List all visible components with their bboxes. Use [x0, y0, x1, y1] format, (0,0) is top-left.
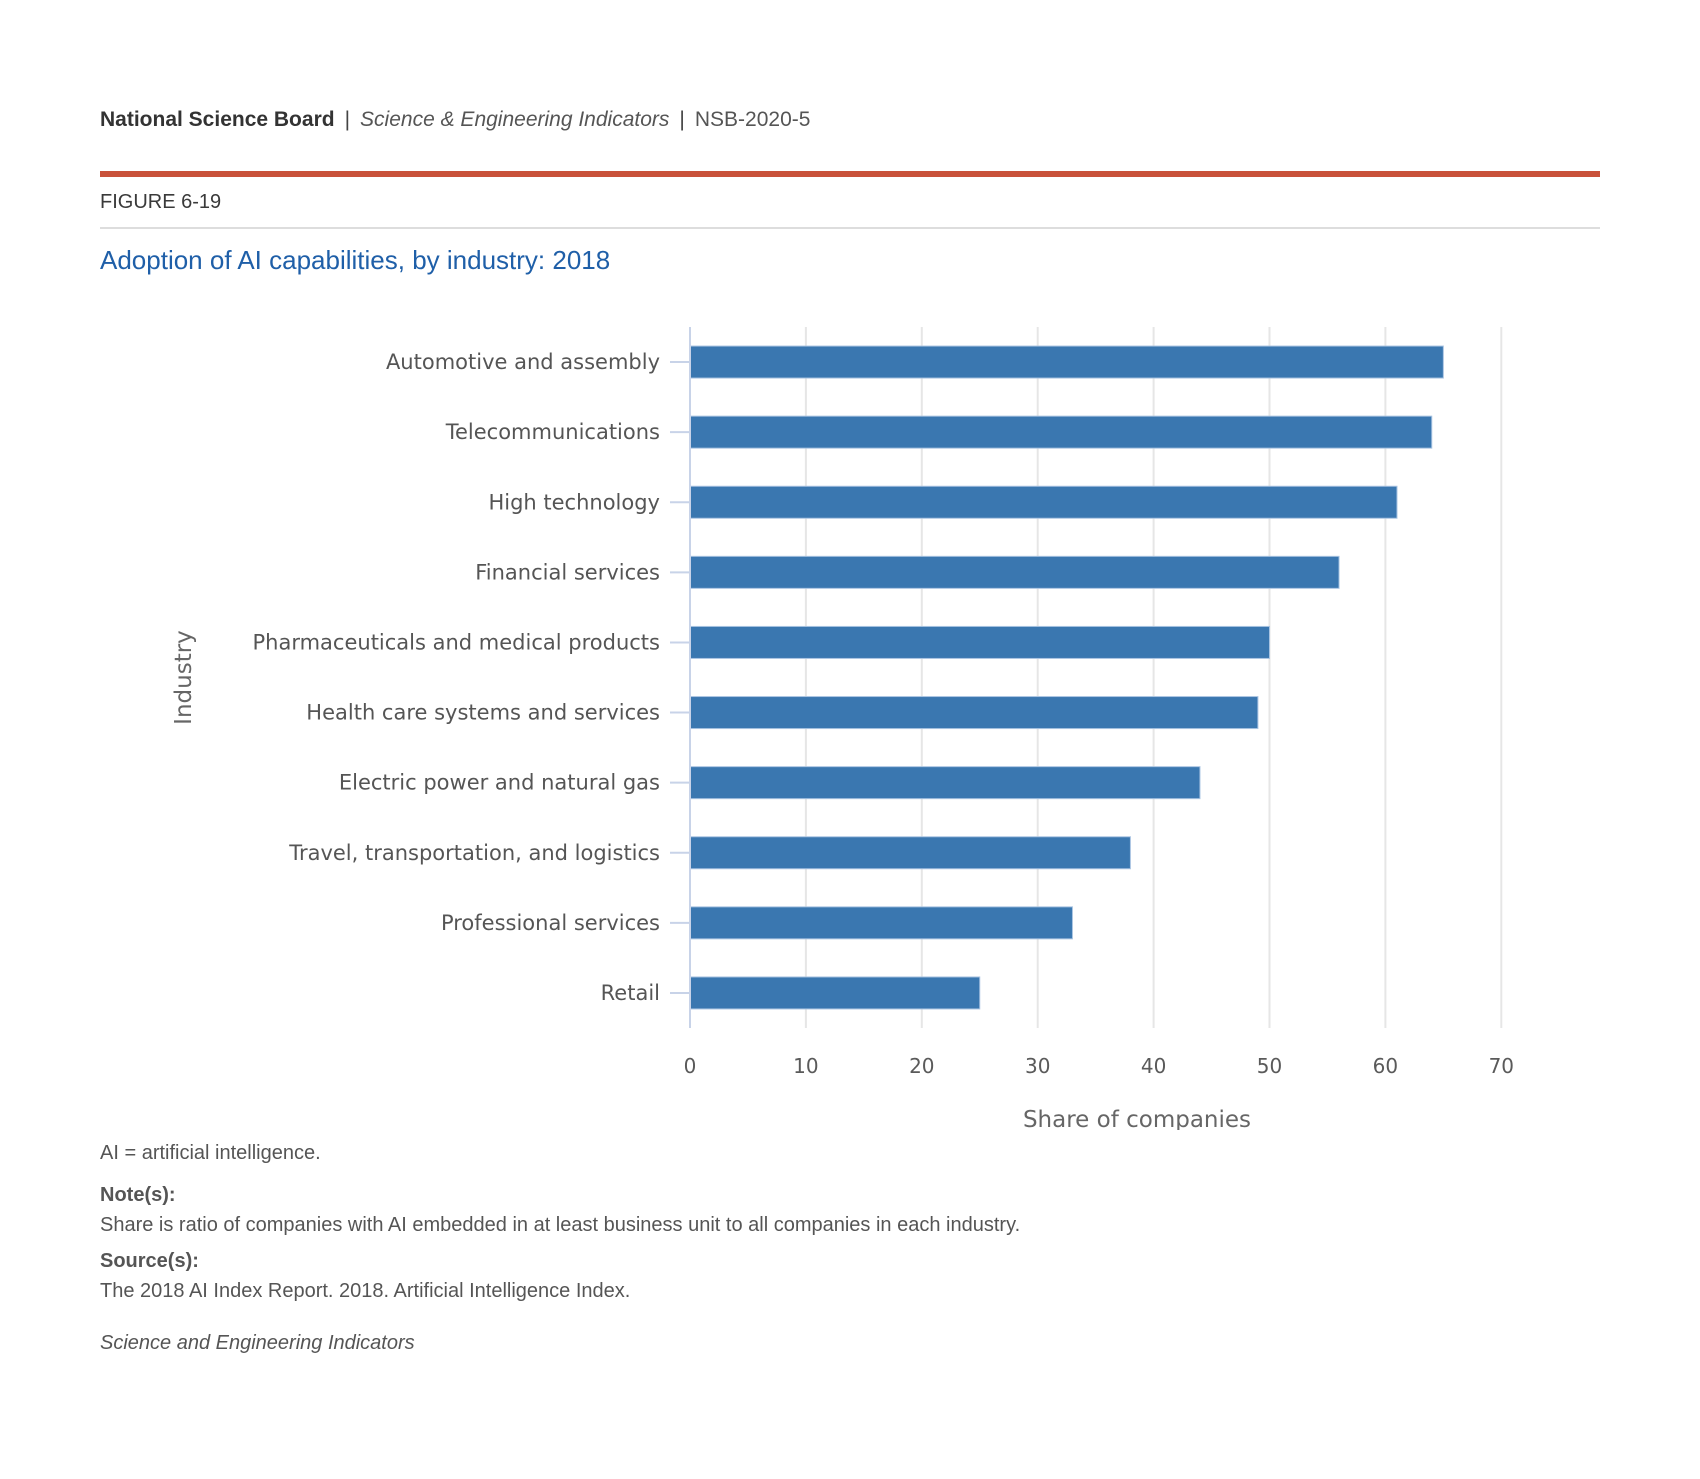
bar: [689, 906, 1073, 940]
bar: [689, 696, 1259, 730]
bar-chart: Automotive and assembly Telecommunication…: [171, 327, 1514, 1130]
header-separator: |: [679, 108, 685, 131]
category-label: Pharmaceuticals and medical products: [252, 630, 660, 654]
bars: [689, 345, 1444, 1010]
x-tick-label: 20: [909, 1054, 934, 1078]
report-header: National Science Board | Science & Enginee…: [100, 108, 810, 132]
category-label: Electric power and natural gas: [339, 771, 660, 795]
x-tick-label: 60: [1373, 1054, 1398, 1078]
y-axis-title: Industry: [171, 630, 197, 725]
organization-name: National Science Board: [100, 108, 335, 131]
x-tick-label: 40: [1141, 1054, 1166, 1078]
bar: [689, 625, 1270, 659]
bar: [689, 345, 1444, 379]
bar: [689, 976, 981, 1010]
category-label: Financial services: [475, 560, 660, 584]
category-label: Travel, transportation, and logistics: [288, 841, 660, 865]
bar: [689, 836, 1131, 870]
accent-divider: [100, 171, 1600, 177]
notes-text: Share is ratio of companies with AI embe…: [100, 1214, 1021, 1236]
bar: [689, 766, 1201, 800]
y-tick-marks: [670, 361, 690, 994]
x-tick-label: 50: [1257, 1054, 1282, 1078]
figure-number: FIGURE 6-19: [100, 191, 222, 213]
category-label: Health care systems and services: [306, 701, 660, 725]
category-label: Automotive and assembly: [386, 350, 660, 374]
report-id: NSB-2020-5: [694, 108, 811, 131]
category-label: Professional services: [441, 911, 660, 935]
category-label: Retail: [601, 981, 660, 1005]
header-separator: |: [344, 108, 351, 131]
figure-notes: AI = artificial intelligence. Note(s): S…: [100, 1138, 1020, 1358]
bar: [689, 555, 1340, 589]
footer-text: Science and Engineering Indicators: [100, 1332, 415, 1354]
category-label: Telecommunications: [445, 420, 660, 444]
category-labels: Automotive and assembly Telecommunication…: [252, 350, 660, 1005]
bar: [689, 485, 1398, 519]
x-axis-title: Share of companies: [1023, 1107, 1251, 1130]
notes-heading: Note(s):: [100, 1184, 176, 1206]
x-tick-label: 0: [684, 1054, 697, 1078]
x-tick-label: 30: [1025, 1054, 1050, 1078]
x-tick-label: 70: [1489, 1054, 1514, 1078]
x-tick-label: 10: [793, 1054, 818, 1078]
x-tick-labels: 0 10 20 30 40 50 60 70: [684, 1054, 1514, 1078]
source-heading: Source(s):: [100, 1250, 199, 1272]
category-label: High technology: [488, 490, 660, 514]
source-text: The 2018 AI Index Report. 2018. Artifici…: [100, 1280, 631, 1302]
bar: [689, 415, 1433, 449]
figure-title: Adoption of AI capabilities, by industry…: [100, 245, 611, 275]
abbreviation-note: AI = artificial intelligence.: [100, 1142, 321, 1164]
publication-name: Science & Engineering Indicators: [360, 108, 670, 131]
divider: [100, 227, 1600, 229]
